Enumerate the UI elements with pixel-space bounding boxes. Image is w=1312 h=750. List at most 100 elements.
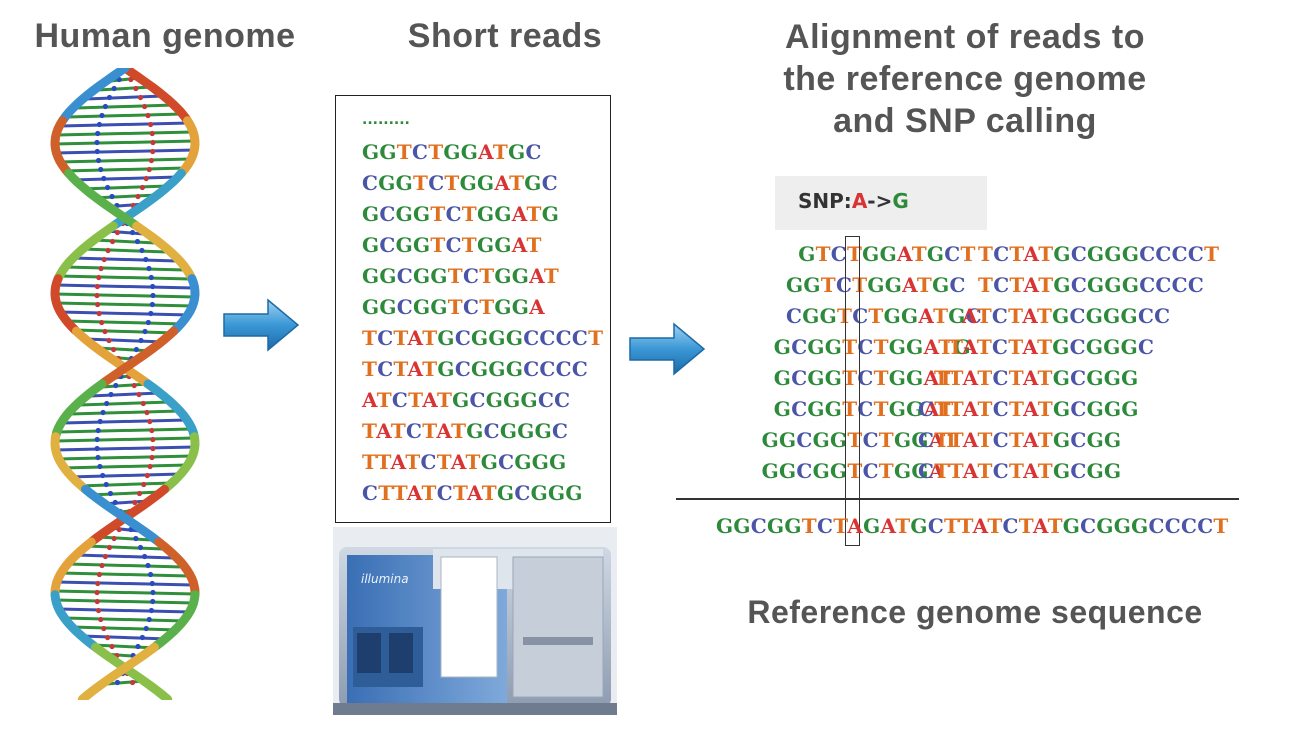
human-genome-title: Human genome: [34, 17, 296, 55]
dna-backbone-ribbon: [50, 537, 96, 599]
sequencer-brand-label: illumina: [361, 572, 409, 586]
dna-atom: [138, 337, 144, 344]
dna-base-pair: [66, 319, 184, 326]
dna-atom: [139, 184, 145, 191]
dna-atom: [101, 175, 107, 182]
snp-label-box: [775, 176, 987, 230]
dna-base-pair: [59, 274, 191, 281]
dna-atom: [96, 121, 103, 128]
dna-atom: [101, 625, 107, 632]
dna-atom: [105, 247, 111, 254]
aligned-read-right: CTTATCTATGCGGG: [918, 397, 1139, 421]
dna-base-pair: [67, 112, 183, 119]
dna-atom: [136, 490, 143, 497]
dna-base-pair: [58, 607, 192, 614]
aligned-read-right: ATCTATGCGGGCC: [962, 304, 1171, 328]
short-read-sequence: ATCTATGCGGGCC: [362, 388, 571, 412]
dna-atom: [100, 409, 106, 416]
dna-atom: [143, 256, 149, 263]
dna-backbone-ribbon: [91, 642, 173, 700]
dna-atom: [98, 616, 104, 623]
snp-prefix: SNP:: [798, 189, 852, 213]
dna-base-pair: [79, 400, 171, 407]
dna-atom: [129, 679, 136, 686]
dna-atom: [143, 175, 149, 182]
dna-atom: [98, 265, 104, 272]
dna-base-pair: [69, 472, 181, 479]
aligned-read-left: GGCGGTCTGGA: [761, 459, 945, 483]
dna-atom: [109, 193, 115, 200]
dna-atom: [108, 391, 114, 398]
dna-atom: [94, 292, 100, 299]
dna-atom: [94, 598, 100, 605]
dna-backbone-ribbon: [77, 642, 159, 700]
short-read-sequence: TCTATGCGGGCCCC: [362, 357, 589, 381]
dna-atom: [98, 166, 104, 173]
dna-atom: [95, 157, 102, 164]
dna-base-pair: [89, 391, 161, 398]
dna-base-pair: [67, 562, 183, 569]
dna-atom: [135, 643, 141, 650]
dna-atom: [145, 319, 151, 326]
dna-atom: [148, 157, 155, 164]
dna-backbone-ribbon: [143, 379, 199, 441]
dna-base-pair: [58, 157, 192, 164]
dna-base-pair: [56, 130, 194, 137]
dna-base-pair: [78, 481, 172, 488]
dna-atom: [139, 634, 145, 641]
dna-atom: [149, 580, 155, 587]
dna-atom: [147, 571, 154, 578]
illumina-sequencer-icon: illumina: [333, 527, 617, 715]
dna-backbone-ribbon: [51, 379, 107, 441]
dna-atom: [109, 643, 115, 650]
dna-base-pair: [55, 436, 195, 443]
dna-base-pair: [84, 337, 166, 344]
dna-atom: [99, 112, 105, 119]
dna-base-pair: [75, 553, 175, 560]
dna-base-pair: [57, 454, 193, 461]
dna-atom: [146, 616, 152, 623]
dna-atom: [95, 301, 101, 308]
dna-atom: [102, 553, 109, 560]
dna-atom: [149, 454, 155, 461]
dna-backbone-ribbon: [81, 484, 163, 546]
dna-atom: [105, 184, 111, 191]
dna-atom: [148, 310, 154, 317]
dna-base-pair: [55, 445, 195, 452]
aligned-read-right: TCTATGCGGGCCCC: [978, 273, 1205, 297]
dna-atom: [102, 328, 108, 335]
dna-atom: [132, 499, 138, 506]
dna-double-helix-icon: [50, 68, 200, 700]
alignment-title-line2: the reference genome: [783, 60, 1147, 98]
dna-atom: [95, 454, 101, 461]
short-read-sequence: CTTATCTATGCGGG: [362, 481, 583, 505]
dna-atom: [94, 445, 100, 452]
dna-base-pair: [75, 103, 175, 110]
dna-atom: [147, 121, 154, 128]
short-read-sequence: CGGTCTGGATGC: [362, 171, 558, 195]
dna-atom: [150, 436, 156, 443]
aligned-read-left: GCGGTCTGGAT: [773, 397, 954, 421]
dna-atom: [97, 463, 103, 470]
dna-backbone-ribbon: [58, 68, 130, 125]
dna-atom: [150, 148, 156, 155]
dna-atom: [96, 310, 102, 317]
dna-backbone-ribbon: [150, 590, 200, 652]
dna-base-pair: [61, 571, 189, 578]
dna-atom: [149, 130, 155, 137]
dna-backbone-ribbon: [50, 274, 81, 336]
dna-atom: [150, 445, 156, 452]
dna-atom: [148, 607, 155, 614]
dna-backbone-ribbon: [160, 432, 200, 494]
aligned-read-left: GGTCTGGATGC: [786, 273, 966, 297]
dna-base-pair: [88, 490, 162, 497]
dna-atom: [147, 418, 153, 425]
dna-backbone-ribbon: [132, 221, 197, 283]
dna-base-pair: [57, 427, 193, 434]
dna-base-pair: [61, 121, 189, 128]
aligned-read-left: GTCTGGATGCT: [798, 242, 976, 266]
short-read-sequence: GGCGGTCTGGAT: [362, 264, 560, 288]
dna-base-pair: [65, 265, 185, 272]
dna-atom: [141, 481, 147, 488]
short-reads-box: [335, 95, 611, 523]
